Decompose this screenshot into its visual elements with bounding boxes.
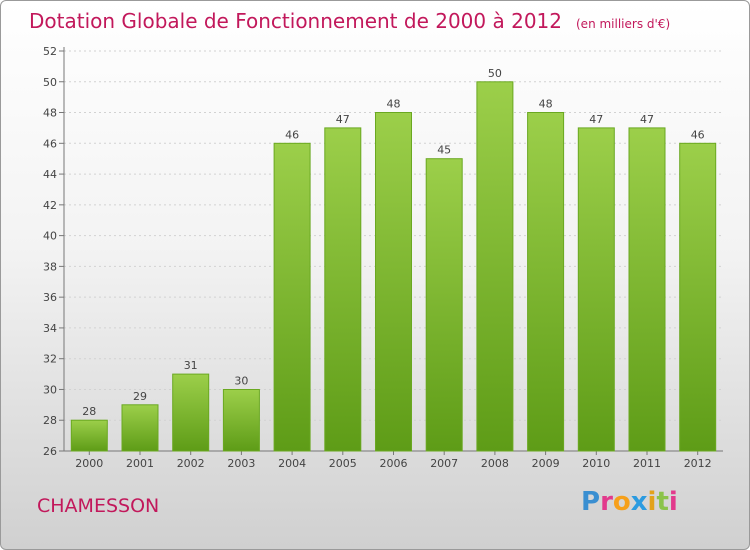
x-tick-label: 2010 <box>582 457 610 470</box>
x-tick-label: 2002 <box>177 457 205 470</box>
x-tick-label: 2011 <box>633 457 661 470</box>
bar-2009 <box>527 112 565 452</box>
logo-letter: i <box>647 487 657 517</box>
x-tick-label: 2007 <box>430 457 458 470</box>
y-tick-label: 48 <box>43 107 57 120</box>
bar-value-label: 31 <box>184 359 198 372</box>
y-tick-label: 44 <box>43 168 57 181</box>
x-tick-label: 2000 <box>75 457 103 470</box>
bar-2004 <box>273 142 311 452</box>
logo-letter: r <box>600 487 613 517</box>
logo-letter: t <box>656 487 669 517</box>
x-tick-label: 2005 <box>329 457 357 470</box>
bar-value-label: 47 <box>640 113 654 126</box>
logo-letter: x <box>630 487 648 517</box>
x-tick-labels: 2000 2001 2002 2003 2004 2005 2006 2007 2008 2009… <box>75 457 711 470</box>
y-tick-label: 50 <box>43 76 57 89</box>
y-tick-label: 46 <box>43 137 57 150</box>
bars <box>70 81 717 452</box>
bar-value-label: 48 <box>539 98 553 111</box>
y-tick-label: 40 <box>43 230 57 243</box>
proxiti-logo: Proxiti <box>581 487 678 517</box>
bar-2000 <box>70 419 108 452</box>
bar-2011 <box>628 127 666 452</box>
bar-2012 <box>679 142 717 452</box>
bar-value-label: 45 <box>437 144 451 157</box>
y-tick-label: 52 <box>43 45 57 58</box>
bar-value-label: 46 <box>691 128 705 141</box>
y-tick-label: 42 <box>43 199 57 212</box>
chart-title: Dotation Globale de Fonctionnement de 20… <box>29 9 670 33</box>
x-tick-label: 2009 <box>532 457 560 470</box>
y-tick-label: 30 <box>43 383 57 396</box>
commune-name: CHAMESSON <box>37 495 160 517</box>
logo-letter: P <box>581 487 601 517</box>
bar-2001 <box>121 404 159 452</box>
bar-value-label: 47 <box>589 113 603 126</box>
y-tick-label: 38 <box>43 260 57 273</box>
bar-value-label: 29 <box>133 390 147 403</box>
bar-2008 <box>476 81 514 452</box>
logo-letter: o <box>612 487 631 517</box>
x-tick-label: 2003 <box>227 457 255 470</box>
y-tick-label: 28 <box>43 414 57 427</box>
x-tick-label: 2004 <box>278 457 306 470</box>
chart-subtitle: (en milliers d'€) <box>576 17 671 31</box>
bar-2007 <box>425 158 463 452</box>
bar-2010 <box>577 127 615 452</box>
bar-value-label: 28 <box>82 405 96 418</box>
y-tick-label: 34 <box>43 322 57 335</box>
y-tick-label: 32 <box>43 353 57 366</box>
bar-value-label: 50 <box>488 67 502 80</box>
bar-value-label: 46 <box>285 128 299 141</box>
bar-2005 <box>324 127 362 452</box>
chart-title-text: Dotation Globale de Fonctionnement de 20… <box>29 9 562 33</box>
x-tick-label: 2006 <box>380 457 408 470</box>
data-labels: 28 29 31 30 46 47 48 45 50 48 47 47 46 <box>82 67 704 418</box>
y-tick-label: 36 <box>43 291 57 304</box>
bar-value-label: 47 <box>336 113 350 126</box>
bar-2002 <box>172 373 210 452</box>
y-tick-labels: 26 28 30 32 34 36 38 40 42 44 46 48 50 52 <box>43 45 57 458</box>
y-tick-label: 26 <box>43 445 57 458</box>
bar-2006 <box>375 112 412 452</box>
bar-2003 <box>222 389 260 452</box>
x-tick-label: 2012 <box>684 457 712 470</box>
x-tick-label: 2001 <box>126 457 154 470</box>
bar-value-label: 48 <box>387 98 401 111</box>
bar-value-label: 30 <box>234 375 248 388</box>
logo-letter: i <box>668 487 678 517</box>
x-tick-label: 2008 <box>481 457 509 470</box>
